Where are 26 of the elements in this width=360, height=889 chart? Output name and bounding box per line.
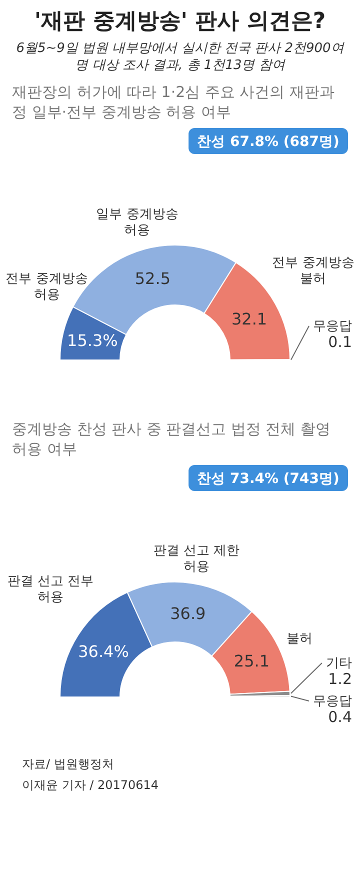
slice-label: 일부 중계방송 허용 [96,207,178,238]
data-label: 32.1 [231,310,268,329]
slice-label: 무응답 [313,319,352,334]
data-label: 15.3% [67,330,118,350]
data-label: 1.2 [328,670,352,688]
data-label: 52.5 [134,268,171,288]
slice-label: 불허 [286,632,313,647]
slice-label: 전부 중계방송 허용 [6,272,88,303]
data-label: 36.9 [170,604,206,623]
text: 찬성 67.8% (687명) [197,134,340,150]
data-label: 0.1 [328,333,352,351]
slice-label: 무응답 [313,694,352,709]
text: '재판 중계방송' 판사 의견은? [33,8,327,36]
text: 이재윤 기자 / 20170614 [21,777,160,794]
chart-title: 재판장의 허가에 따라 1·2심 주요 사건의 재판과정 일부·전부 중계방송 허용 여부 [11,82,336,122]
data-label: 25.1 [234,651,270,670]
text: 6월5~9일 법원 내부망에서 실시한 전국 판사 2천900여명 대상 조사 결과, 총 1천13명 참여 [15,40,346,74]
slice-label: 판결 선고 제한 허용 [153,544,240,575]
text: 자료/ 법원행정처 [21,756,115,773]
data-label: 0.4 [328,708,352,726]
data-label: 36.4% [78,642,129,662]
slice-label: 전부 중계방송 불허 [272,256,354,287]
slice-label: 판결 선고 전부 허용 [7,574,94,606]
slice-label: 기타 [326,656,352,671]
text: 찬성 73.4% (743명) [197,471,340,487]
chart-title: 중계방송 찬성 판사 중 판결선고 법정 전체 촬영 허용 여부 [11,419,332,459]
